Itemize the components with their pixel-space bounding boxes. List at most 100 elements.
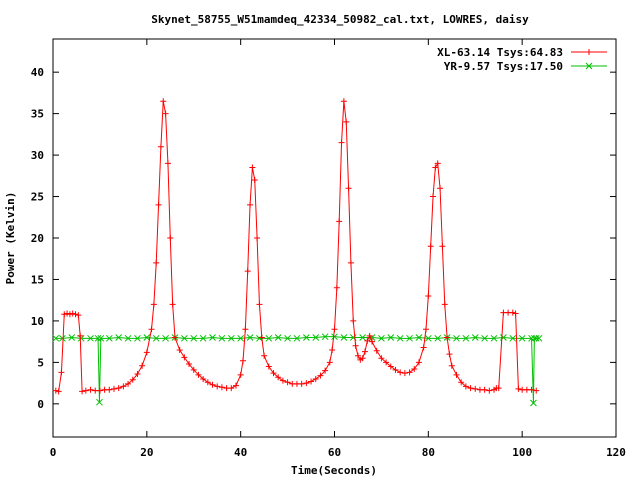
series-line xyxy=(55,336,540,404)
data-point xyxy=(190,334,198,342)
data-point xyxy=(509,334,517,342)
data-point xyxy=(298,380,305,387)
data-point xyxy=(515,385,522,392)
data-point xyxy=(150,301,157,308)
data-point xyxy=(303,380,310,387)
x-tick-label: 60 xyxy=(328,446,341,459)
data-point xyxy=(378,355,385,362)
data-point xyxy=(317,372,324,379)
data-point xyxy=(284,334,291,342)
data-point xyxy=(152,334,160,342)
data-point xyxy=(444,334,451,341)
data-point xyxy=(392,366,399,373)
y-tick-label: 30 xyxy=(31,149,44,162)
data-point xyxy=(125,380,132,387)
data-point xyxy=(453,371,460,378)
data-point xyxy=(270,370,277,377)
data-point xyxy=(439,243,446,250)
data-point xyxy=(411,366,418,373)
data-point xyxy=(155,201,162,208)
data-point xyxy=(66,311,73,318)
data-point xyxy=(420,344,427,351)
y-tick-label: 15 xyxy=(31,273,44,286)
data-point xyxy=(340,98,347,105)
x-tick-label: 40 xyxy=(234,446,247,459)
data-point xyxy=(284,379,291,386)
x-tick-label: 0 xyxy=(50,446,57,459)
data-point xyxy=(406,334,413,342)
data-point xyxy=(153,259,160,266)
y-tick-label: 10 xyxy=(31,315,44,328)
data-point xyxy=(96,387,103,394)
data-point xyxy=(425,293,432,300)
data-point xyxy=(532,334,540,342)
data-point xyxy=(361,348,368,355)
data-point xyxy=(181,334,188,342)
data-point xyxy=(200,375,207,382)
data-point xyxy=(350,317,357,324)
data-point xyxy=(143,349,150,356)
data-point xyxy=(518,334,526,342)
data-point xyxy=(72,311,79,318)
data-point xyxy=(359,355,366,362)
legend-label: YR-9.57 Tsys:17.50 xyxy=(444,60,563,73)
data-point xyxy=(321,333,329,341)
data-point xyxy=(331,333,338,341)
data-point xyxy=(471,334,479,341)
data-point xyxy=(254,235,261,241)
data-point xyxy=(512,310,519,317)
data-point xyxy=(52,334,60,342)
data-point xyxy=(528,386,535,393)
data-point xyxy=(115,385,122,392)
data-point xyxy=(533,387,540,394)
data-point xyxy=(227,334,235,342)
data-point xyxy=(333,284,340,291)
data-point xyxy=(52,387,59,394)
data-point xyxy=(244,268,251,275)
data-point xyxy=(338,139,345,146)
data-point xyxy=(347,259,354,266)
data-point xyxy=(209,381,216,388)
data-point xyxy=(94,334,102,342)
data-point xyxy=(87,386,94,393)
x-tick-label: 20 xyxy=(140,446,153,459)
data-point xyxy=(64,310,71,317)
data-point xyxy=(427,243,434,250)
data-point xyxy=(143,334,151,341)
y-tick-label: 40 xyxy=(31,66,44,79)
data-point xyxy=(258,334,265,341)
data-point xyxy=(387,363,394,370)
data-point xyxy=(124,334,132,342)
data-point xyxy=(157,143,164,150)
data-point xyxy=(61,311,68,318)
data-point xyxy=(302,334,310,341)
data-point xyxy=(240,357,247,364)
data-point xyxy=(331,326,338,333)
data-point xyxy=(453,334,460,342)
data-point xyxy=(490,334,498,342)
legend-marker xyxy=(586,49,592,55)
data-point xyxy=(160,98,167,105)
data-point xyxy=(535,334,543,342)
data-point xyxy=(364,337,371,344)
data-point xyxy=(415,359,422,366)
data-point xyxy=(369,338,376,345)
data-point xyxy=(396,334,404,342)
x-axis: 0 20 40 60 80 100 120 xyxy=(50,39,626,459)
x-tick-label: 100 xyxy=(512,446,532,459)
data-point xyxy=(96,398,103,406)
data-point xyxy=(249,164,256,171)
legend-label: XL-63.14 Tsys:64.83 xyxy=(437,46,563,59)
data-point xyxy=(110,385,117,392)
data-point xyxy=(437,185,444,192)
data-point xyxy=(247,201,254,208)
data-point xyxy=(265,334,273,342)
series-xl xyxy=(52,98,540,395)
y-tick-label: 0 xyxy=(37,398,44,411)
data-point xyxy=(462,383,469,390)
data-point xyxy=(530,399,537,407)
data-point xyxy=(432,164,439,171)
data-point xyxy=(58,369,65,376)
data-point xyxy=(406,369,413,376)
